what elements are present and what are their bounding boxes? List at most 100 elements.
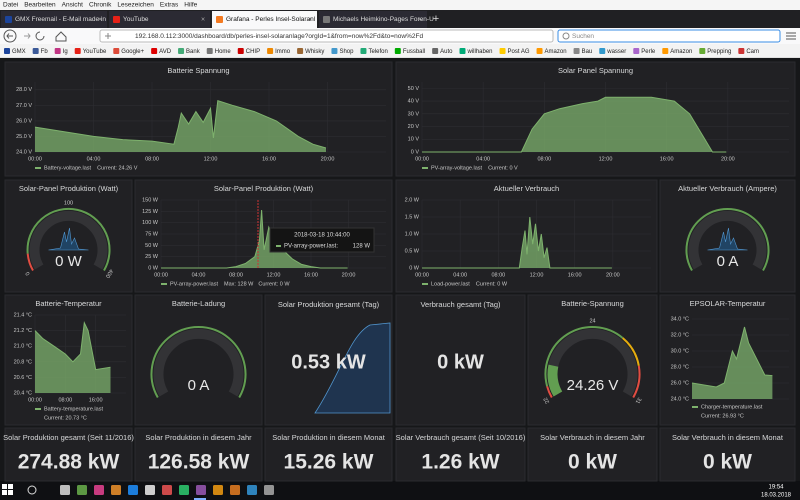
bookmark-icon: [599, 48, 606, 54]
bookmark-icon: [113, 48, 120, 54]
bookmark[interactable]: Cam: [746, 49, 759, 55]
bookmark[interactable]: Prepping: [707, 49, 731, 55]
bookmark[interactable]: Bank: [186, 49, 201, 55]
panel: [4, 427, 133, 482]
legend-name: Load-power.last: [431, 281, 470, 287]
tab[interactable]: [212, 11, 317, 28]
windows-logo[interactable]: [2, 484, 7, 489]
gauge-threshold: [546, 385, 553, 399]
url-box[interactable]: [99, 29, 554, 43]
stat-value: 0 kW: [568, 451, 617, 474]
x-tick-label: 08:00: [58, 397, 72, 403]
gauge-threshold: [632, 365, 641, 399]
panel: [659, 427, 796, 482]
gauge-track: [688, 210, 767, 270]
menu-item[interactable]: Ansicht: [62, 2, 84, 9]
menu-item[interactable]: Lesezeichen: [117, 2, 154, 9]
y-tick-label: 10 V: [408, 137, 420, 143]
stat-value: 274.88 kW: [18, 451, 120, 474]
menu-button[interactable]: [786, 32, 796, 40]
taskbar-app[interactable]: [213, 485, 223, 495]
new-tab-button[interactable]: +: [433, 13, 439, 25]
bookmark[interactable]: Bau: [582, 49, 593, 55]
legend-name: Charger-temperature.last: [701, 404, 763, 410]
y-tick-label: 1.5 W: [405, 214, 420, 220]
taskbar-app[interactable]: [111, 485, 121, 495]
taskbar-app[interactable]: [264, 485, 274, 495]
taskbar-date: 18.03.2018: [761, 493, 792, 499]
menu-item[interactable]: Hilfe: [184, 2, 197, 9]
y-tick-label: 0 V: [411, 149, 420, 155]
tab-close[interactable]: ×: [418, 16, 422, 23]
bookmark[interactable]: willhaben: [467, 49, 493, 55]
panel: [527, 294, 658, 426]
taskbar-app[interactable]: [77, 485, 87, 495]
taskbar-app[interactable]: [247, 485, 257, 495]
tab-icon: [216, 16, 223, 23]
tab-icon: [323, 16, 330, 23]
back-button[interactable]: [3, 29, 17, 43]
menu-item[interactable]: Extras: [160, 2, 179, 9]
bookmark-icon: [738, 48, 745, 54]
menu-item[interactable]: Bearbeiten: [24, 2, 56, 9]
bookmark[interactable]: Amazon: [545, 49, 567, 55]
area-fill: [422, 97, 727, 152]
bookmark[interactable]: Fb: [41, 49, 49, 55]
gauge-threshold: [26, 207, 111, 272]
menu-item[interactable]: Chronik: [89, 2, 112, 9]
bookmark[interactable]: wasser: [606, 49, 626, 55]
bookmark[interactable]: Perle: [641, 49, 656, 55]
bookmark[interactable]: Home: [215, 49, 232, 55]
bookmark[interactable]: CHIP: [246, 49, 260, 55]
tab-close[interactable]: ×: [308, 16, 312, 23]
tab[interactable]: [319, 11, 427, 28]
bookmark[interactable]: Immo: [275, 49, 291, 55]
bookmark-icon: [394, 48, 401, 54]
reload-button[interactable]: [35, 31, 45, 41]
x-tick-label: 12:00: [267, 272, 281, 278]
taskbar-app[interactable]: [145, 485, 155, 495]
bookmark[interactable]: Auto: [440, 49, 453, 55]
forward-button[interactable]: [24, 33, 31, 39]
taskbar-app[interactable]: [230, 485, 240, 495]
bookmark[interactable]: Google+: [121, 49, 144, 55]
taskbar-app[interactable]: [94, 485, 104, 495]
tab-close[interactable]: ×: [98, 16, 102, 23]
y-tick-label: 20.6 °C: [14, 375, 32, 381]
menu-item[interactable]: Datei: [3, 2, 18, 9]
stat-value: 0 kW: [703, 451, 752, 474]
search-box[interactable]: [557, 29, 781, 43]
bookmark[interactable]: YouTube: [83, 49, 107, 55]
bookmark[interactable]: AVD: [159, 49, 172, 55]
bookmark[interactable]: Whisky: [305, 49, 324, 55]
search-icon[interactable]: [27, 485, 37, 495]
panel-title: Solar Produktion in diesem Jahr: [145, 433, 252, 442]
taskbar-app[interactable]: [196, 485, 206, 495]
bookmark[interactable]: Telefon: [368, 49, 387, 55]
y-tick-label: 21.4 °C: [14, 312, 32, 318]
bookmark[interactable]: Post AG: [508, 49, 530, 55]
x-tick-label: 04:00: [476, 156, 490, 162]
url-text: 192.168.0.112:3000/dashboard/db/perles-i…: [135, 33, 423, 40]
x-tick-label: 20:00: [342, 272, 356, 278]
bookmark[interactable]: Ig: [63, 49, 68, 55]
windows-logo: [2, 490, 7, 495]
bookmark[interactable]: GMX: [12, 49, 26, 55]
tab[interactable]: [109, 11, 210, 28]
series-line: [34, 100, 327, 149]
legend-name: Battery-temperature.last: [44, 406, 103, 412]
tab[interactable]: [1, 11, 107, 28]
y-tick-label: 21.2 °C: [14, 328, 32, 334]
taskbar-app[interactable]: [162, 485, 172, 495]
taskbar-app[interactable]: [60, 485, 70, 495]
home-button[interactable]: [55, 31, 67, 42]
x-tick-label: 08:00: [537, 156, 551, 162]
taskbar-app[interactable]: [179, 485, 189, 495]
bookmark[interactable]: Amazon: [670, 49, 692, 55]
panel-title: Solar Produktion gesamt (Seit 11/2016): [3, 433, 134, 442]
y-tick-label: 0.5 W: [405, 248, 420, 254]
taskbar-app[interactable]: [128, 485, 138, 495]
bookmark[interactable]: Shop: [339, 49, 354, 55]
bookmark[interactable]: Fussball: [403, 49, 425, 55]
tab-close[interactable]: ×: [201, 16, 205, 23]
